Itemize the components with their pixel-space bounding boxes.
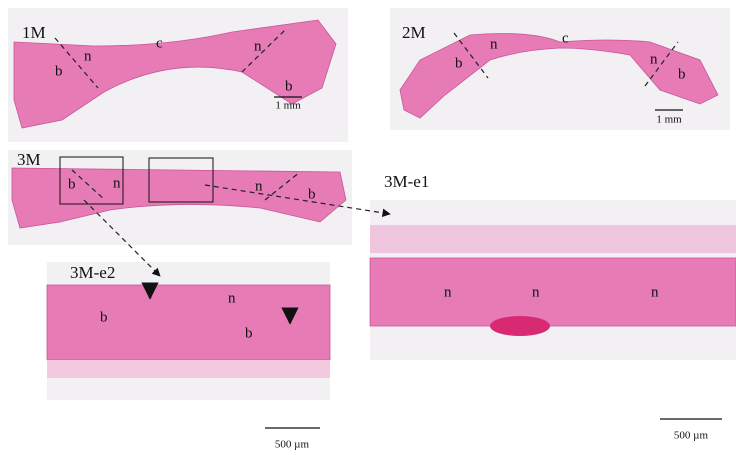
scale-label: 1 mm (656, 114, 682, 126)
annotation: n (254, 38, 262, 54)
panel-2m: 2M b n c n b 1 mm (390, 8, 730, 130)
vessel (490, 316, 550, 336)
annotation: n (490, 36, 498, 52)
panel-label: 3M (17, 150, 41, 169)
tissue (47, 285, 330, 360)
scale-label: 500 µm (674, 430, 709, 442)
annotation: n (650, 51, 658, 67)
annotation: b (285, 78, 293, 94)
annotation: n (444, 284, 452, 300)
panel-label: 3M-e1 (384, 172, 429, 191)
panel-3m: 3M b n n b (8, 150, 352, 245)
annotation: b (678, 66, 686, 82)
annotation: b (100, 309, 108, 325)
panel-label: 1M (22, 23, 46, 42)
annotation: n (255, 178, 263, 194)
panel-1m: 1M b n c n b 1 mm (8, 8, 348, 142)
annotation: b (68, 176, 76, 192)
annotation: b (245, 325, 253, 341)
soft-tissue (47, 360, 330, 378)
panel-3m-e1: 3M-e1 n n n 500 µm (370, 172, 736, 442)
annotation: b (308, 186, 316, 202)
panel-label: 3M-e2 (70, 263, 115, 282)
annotation: n (651, 284, 659, 300)
annotation: b (55, 63, 63, 79)
annotation: n (532, 284, 540, 300)
annotation: n (228, 290, 236, 306)
annotation: c (156, 35, 163, 51)
scale-label: 500 µm (275, 439, 310, 451)
panel-3m-e2: 3M-e2 b n b 500 µm (47, 262, 330, 451)
soft-tissue (370, 225, 736, 253)
annotation: n (84, 48, 92, 64)
annotation: c (562, 30, 569, 46)
annotation: b (455, 55, 463, 71)
figure: 1M b n c n b 1 mm 2M b n c n b 1 mm 3M b… (0, 0, 736, 455)
scale-label: 1 mm (275, 100, 301, 112)
annotation: n (113, 175, 121, 191)
panel-label: 2M (402, 23, 426, 42)
tissue (370, 258, 736, 326)
